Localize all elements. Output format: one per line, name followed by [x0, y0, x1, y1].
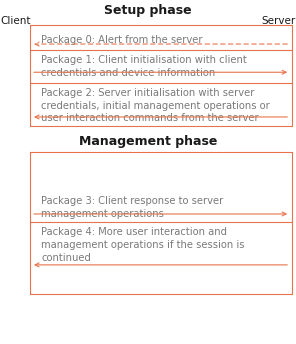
Text: Package 3: Client response to server
management operations: Package 3: Client response to server man… [41, 196, 224, 219]
Text: Setup phase: Setup phase [104, 4, 192, 17]
Text: Package 1: Client initialisation with client
credentials and device information: Package 1: Client initialisation with cl… [41, 55, 247, 78]
Text: Management phase: Management phase [79, 135, 217, 148]
Text: Client: Client [0, 15, 30, 26]
Text: Package 2: Server initialisation with server
credentials, initial management ope: Package 2: Server initialisation with se… [41, 88, 270, 123]
Text: Server: Server [262, 15, 296, 26]
Text: Package 4: More user interaction and
management operations if the session is
con: Package 4: More user interaction and man… [41, 227, 245, 262]
Text: Package 0: Alert from the server: Package 0: Alert from the server [41, 35, 203, 45]
